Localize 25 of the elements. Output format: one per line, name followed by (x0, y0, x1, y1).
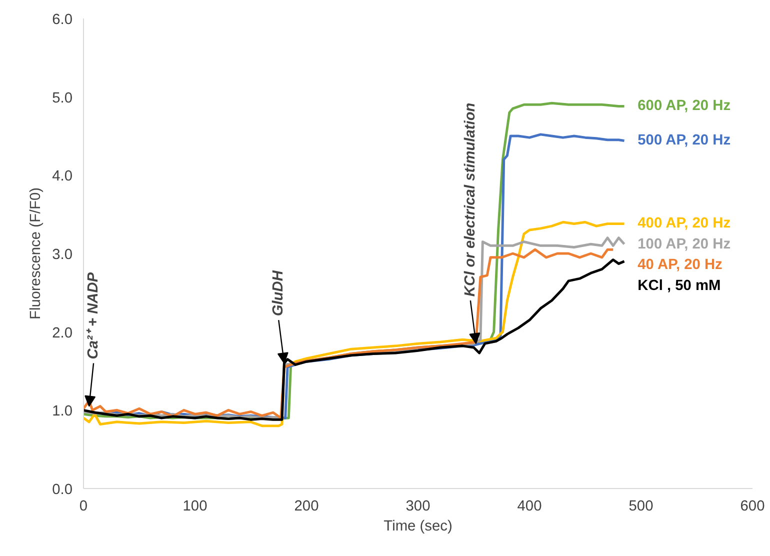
annotation: GluDH (270, 270, 287, 316)
y-axis-title: Fluorescence (F/F0) (28, 188, 44, 320)
y-tick-label: 3.0 (52, 247, 72, 263)
series-label: 400 AP, 20 Hz (638, 216, 731, 232)
x-tick-label: 400 (517, 498, 542, 514)
x-tick-label: 300 (406, 498, 430, 514)
series-label: 500 AP, 20 Hz (638, 132, 731, 149)
x-tick-label: 200 (294, 498, 319, 514)
series-label: 600 AP, 20 Hz (638, 98, 731, 114)
x-tick-label: 600 (740, 498, 765, 514)
x-axis-title: Time (sec) (384, 518, 452, 534)
series-label: 40 AP, 20 Hz (638, 257, 722, 274)
x-tick-label: 500 (628, 498, 654, 514)
y-tick-label: 4.0 (52, 168, 72, 185)
y-tick-label: 6.0 (52, 12, 72, 28)
series-label: KCl , 50 mM (638, 278, 721, 294)
y-tick-label: 0.0 (52, 482, 72, 498)
y-tick-label: 2.0 (52, 325, 72, 342)
y-tick-label: 5.0 (52, 90, 72, 106)
x-tick-label: 0 (79, 498, 88, 514)
series-label: 100 AP, 20 Hz (638, 236, 731, 252)
x-tick-label: 100 (182, 498, 208, 514)
annotation: KCl or electrical stimulation (462, 102, 478, 297)
annotation: Ca²⁺ + NADP (86, 272, 102, 360)
y-tick-label: 1.0 (52, 404, 72, 420)
